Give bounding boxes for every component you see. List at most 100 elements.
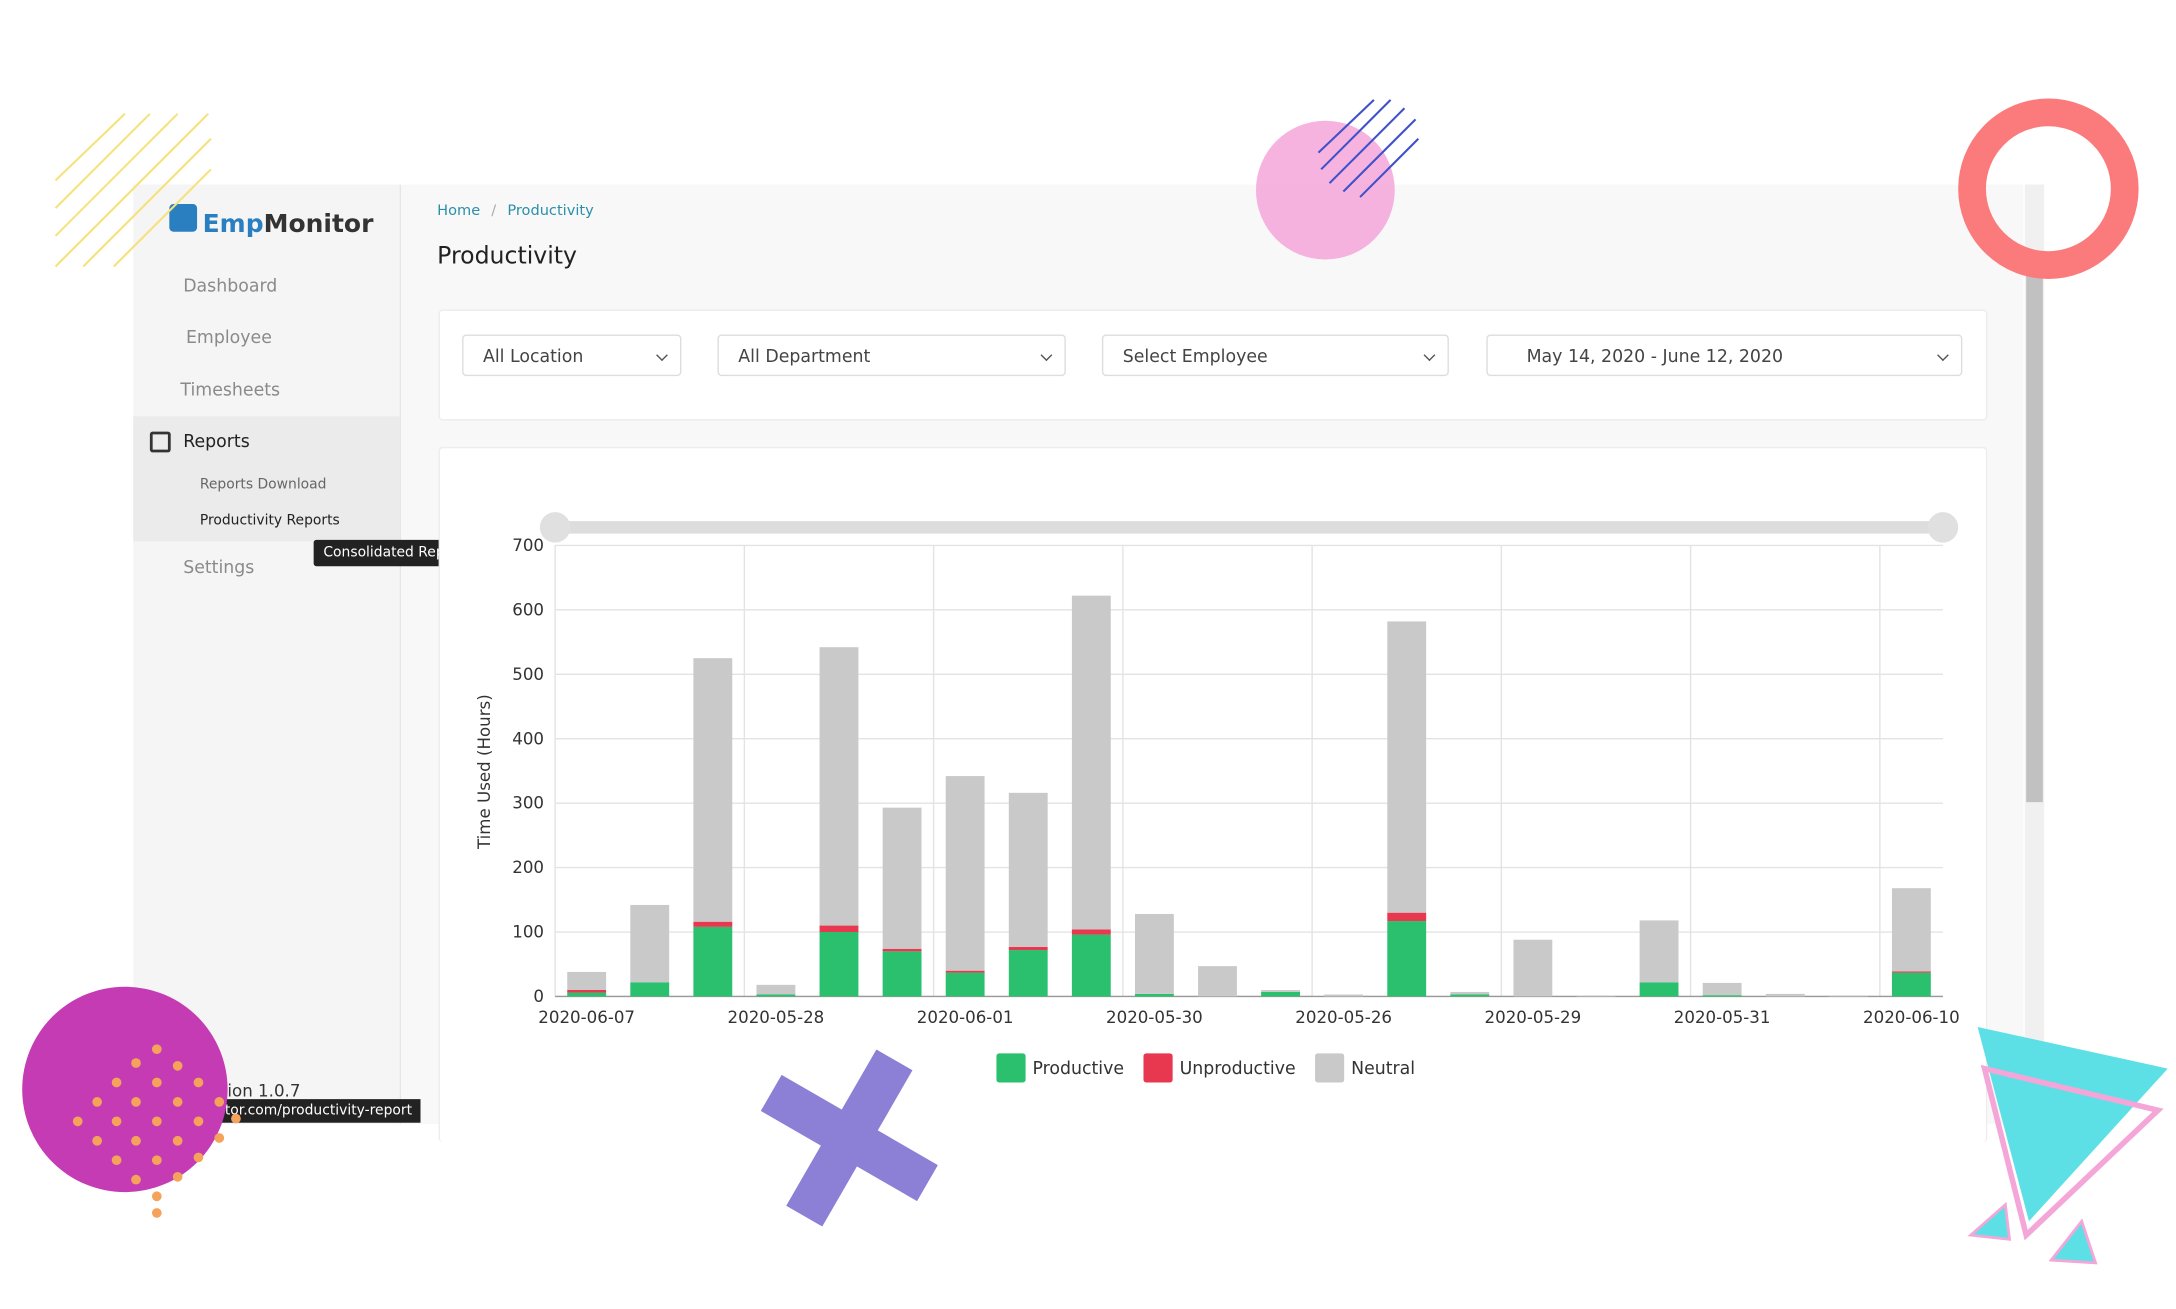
bar-segment [1134, 913, 1174, 994]
y-tick-label: 700 [512, 536, 544, 555]
nav-item[interactable]: Settings [183, 556, 255, 578]
bar-segment [882, 807, 922, 949]
nav-icon [149, 431, 171, 453]
x-tick-label: 2020-06-10 [1863, 1008, 1960, 1027]
bar-segment [1639, 982, 1679, 997]
deco-stripes [54, 113, 212, 268]
bar-segment [882, 948, 922, 952]
nav-active [133, 416, 400, 542]
deco-ring [1958, 98, 2139, 279]
bar-segment [945, 972, 985, 997]
bar-segment [1387, 921, 1427, 997]
bar-segment [693, 921, 733, 927]
bar-segment [693, 926, 733, 997]
bar-segment [1008, 946, 1048, 951]
sidebar: EmpMonitor Dashboard Employee Timesheets… [133, 184, 482, 1125]
y-tick-label: 500 [512, 665, 544, 684]
bar-segment [1387, 621, 1427, 913]
x-tick-label: 2020-06-01 [917, 1008, 1014, 1027]
x-tick-label: 2020-06-07 [538, 1008, 635, 1027]
breadcrumb: Home / Productivity [437, 202, 594, 220]
bar-segment [1828, 995, 1868, 997]
bar-segment [1702, 995, 1742, 997]
scrollbar [2024, 184, 2045, 1125]
y-tick-label: 100 [512, 923, 544, 942]
legend-label: Unproductive [1180, 1059, 1296, 1079]
logo-part: Emp [202, 209, 264, 239]
legend-swatch [1143, 1053, 1173, 1083]
bar-segment [1071, 929, 1111, 935]
legend-swatch [1315, 1053, 1345, 1083]
scroll-thumb[interactable] [2026, 274, 2043, 803]
nav-item[interactable]: Timesheets [180, 378, 281, 400]
bar-segment [1450, 994, 1490, 997]
bar-segment [1008, 792, 1048, 947]
bar-segment [1891, 888, 1931, 972]
deco-dots [72, 1044, 241, 1218]
nav-item[interactable]: Dashboard [183, 274, 278, 296]
y-tick-label: 600 [512, 600, 544, 619]
y-axis-title: Time Used (Hours) [475, 694, 494, 850]
slider-handle[interactable] [1927, 512, 1959, 543]
bar-segment [630, 904, 670, 983]
breadcrumb-current: Productivity [507, 202, 594, 220]
employee-select[interactable]: Select Employee [1101, 334, 1449, 377]
page-title: Productivity [437, 242, 578, 271]
nav-item[interactable]: Employee [185, 326, 272, 347]
bar-segment [819, 932, 859, 997]
bar-segment [630, 982, 670, 997]
bar-segment [882, 951, 922, 997]
x-tick-label: 2020-05-26 [1295, 1008, 1392, 1027]
bar-segment [819, 925, 859, 933]
logo: EmpMonitor [203, 210, 374, 239]
bar-segment [945, 776, 985, 971]
legend-label: Productive [1033, 1059, 1125, 1079]
x-tick-label: 2020-05-29 [1485, 1008, 1582, 1027]
bar-segment [1198, 966, 1237, 997]
bar-segment [1891, 972, 1931, 997]
slider-handle[interactable] [539, 512, 571, 543]
filter-card: All Location All Department Select Emplo… [438, 309, 1988, 421]
submenu-item[interactable]: Reports Download [199, 477, 327, 493]
bar-segment [1071, 595, 1111, 930]
deco-cross [760, 1049, 938, 1227]
location-select[interactable]: All Location [462, 334, 682, 377]
bar-segment [1134, 993, 1174, 997]
date-range[interactable]: May 14, 2020 - June 12, 2020 [1486, 334, 1963, 377]
legend-label: Neutral [1351, 1059, 1415, 1079]
bar-segment [1261, 991, 1300, 997]
nav-item[interactable]: Reports [183, 430, 250, 452]
deco-stripes [1317, 99, 1420, 198]
deco-triangle [2048, 1218, 2098, 1265]
bar-segment [567, 992, 607, 997]
x-tick-label: 2020-05-28 [728, 1008, 825, 1027]
bar-segment [756, 994, 796, 997]
submenu-item[interactable]: Productivity Reports [199, 513, 340, 529]
y-tick-label: 200 [512, 858, 544, 877]
bar-segment [1891, 971, 1931, 973]
bar-segment [1639, 920, 1679, 983]
x-tick-label: 2020-05-30 [1106, 1008, 1203, 1027]
bar-segment [1261, 989, 1300, 992]
logo-icon [169, 204, 198, 232]
breadcrumb-link[interactable]: Home [437, 202, 481, 220]
bar-segment [945, 970, 985, 973]
deco-circle [1255, 120, 1395, 260]
y-tick-label: 300 [512, 794, 544, 813]
bar-segment [756, 984, 796, 995]
logo-part: Monitor [263, 209, 374, 239]
y-tick-label: 400 [512, 729, 544, 748]
bar-segment [1576, 995, 1616, 997]
bar-segment [567, 989, 607, 993]
bar-segment [819, 647, 859, 926]
bar-segment [1702, 982, 1742, 996]
bar-segment [1765, 993, 1805, 997]
bar-segment [567, 971, 607, 990]
legend-swatch [996, 1053, 1026, 1083]
department-select[interactable]: All Department [717, 334, 1066, 377]
y-tick-label: 0 [533, 987, 544, 1006]
